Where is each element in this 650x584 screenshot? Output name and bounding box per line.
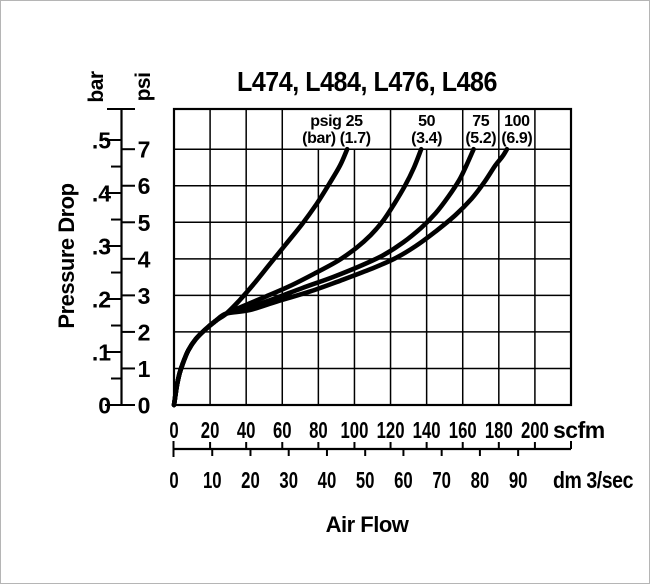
dm3s-tick-label: 20 bbox=[241, 467, 260, 493]
scfm-tick-label: 80 bbox=[309, 417, 328, 443]
psi-unit-label: psi bbox=[132, 73, 155, 102]
scfm-tick-label: 20 bbox=[201, 417, 220, 443]
psi-tick-label: 2 bbox=[138, 319, 151, 345]
scfm-tick-label: 180 bbox=[485, 417, 513, 443]
pressure-label-line1: 100 bbox=[504, 113, 530, 130]
dm3s-tick-label: 50 bbox=[356, 467, 375, 493]
dm3s-tick-label: 10 bbox=[203, 467, 222, 493]
x-axis-title: Air Flow bbox=[326, 512, 410, 537]
chart-title: L474, L484, L476, L486 bbox=[237, 66, 497, 97]
y-axis: 0 1 2 3 4 5 6 7 0 .1 .2 .3 .4 .5 bbox=[92, 108, 151, 419]
x-axis-scale-bar: 0 20 40 60 80 100 120 140 160 180 200 0 10 20 30 40 50 60… bbox=[169, 417, 572, 493]
pressure-label-line2: (6.9) bbox=[501, 130, 532, 147]
grid bbox=[172, 107, 573, 407]
dm3s-tick-label: 30 bbox=[279, 467, 298, 493]
dm3s-tick-label: 80 bbox=[471, 467, 490, 493]
dm3s-tick-label: 70 bbox=[432, 467, 451, 493]
scfm-unit-label: scfm bbox=[553, 417, 605, 443]
plot-border bbox=[172, 107, 573, 407]
bar-unit-label: bar bbox=[85, 71, 108, 103]
scfm-tick-label: 60 bbox=[273, 417, 292, 443]
curve-50-psig bbox=[171, 146, 424, 408]
scfm-tick-label: 40 bbox=[237, 417, 256, 443]
pressure-label-line1: psig 25 bbox=[310, 113, 363, 130]
curve-75-psig bbox=[171, 146, 476, 408]
dm3s-tick-label: 40 bbox=[318, 467, 337, 493]
scfm-tick-label: 140 bbox=[413, 417, 441, 443]
psi-tick-label: 1 bbox=[138, 356, 151, 382]
curve-100-psig bbox=[171, 146, 510, 408]
psi-tick-label: 4 bbox=[138, 246, 151, 272]
bar-tick-label: .5 bbox=[92, 128, 111, 154]
flow-curves bbox=[171, 146, 510, 408]
psi-tick-label: 3 bbox=[138, 283, 151, 309]
bar-tick-label: .1 bbox=[92, 340, 111, 366]
psi-tick-label: 7 bbox=[138, 137, 151, 163]
pressure-label-line1: 50 bbox=[418, 113, 435, 130]
bar-tick-label: 0 bbox=[98, 393, 111, 419]
bar-tick-label: .3 bbox=[92, 234, 111, 260]
dm3s-unit-label: dm 3/sec bbox=[553, 467, 634, 493]
dm3s-tick-label: 0 bbox=[169, 467, 178, 493]
bar-tick-label: .4 bbox=[92, 181, 111, 207]
pressure-label-line2: (bar) (1.7) bbox=[302, 130, 371, 147]
dm3s-tick-label: 60 bbox=[394, 467, 413, 493]
psi-tick-label: 6 bbox=[138, 173, 151, 199]
psi-tick-label: 0 bbox=[138, 393, 151, 419]
pressure-label-line2: (5.2) bbox=[465, 130, 496, 147]
curve-25-psig bbox=[171, 146, 350, 408]
scfm-tick-label: 0 bbox=[169, 417, 178, 443]
curve-pressure-labels: psig 25(bar) (1.7) 50(3.4) 75(5.2) 100(6.9) bbox=[302, 113, 533, 147]
scfm-tick-label: 160 bbox=[449, 417, 477, 443]
pressure-label-line2: (3.4) bbox=[411, 130, 442, 147]
psi-tick-label: 5 bbox=[138, 210, 151, 236]
scfm-tick-label: 100 bbox=[341, 417, 369, 443]
pressure-label-line1: 75 bbox=[472, 113, 489, 130]
bar-tick-label: .2 bbox=[92, 287, 111, 313]
y-axis-title: Pressure Drop bbox=[54, 183, 79, 328]
dm3s-tick-label: 90 bbox=[509, 467, 528, 493]
scfm-tick-label: 200 bbox=[521, 417, 549, 443]
scfm-tick-label: 120 bbox=[377, 417, 405, 443]
